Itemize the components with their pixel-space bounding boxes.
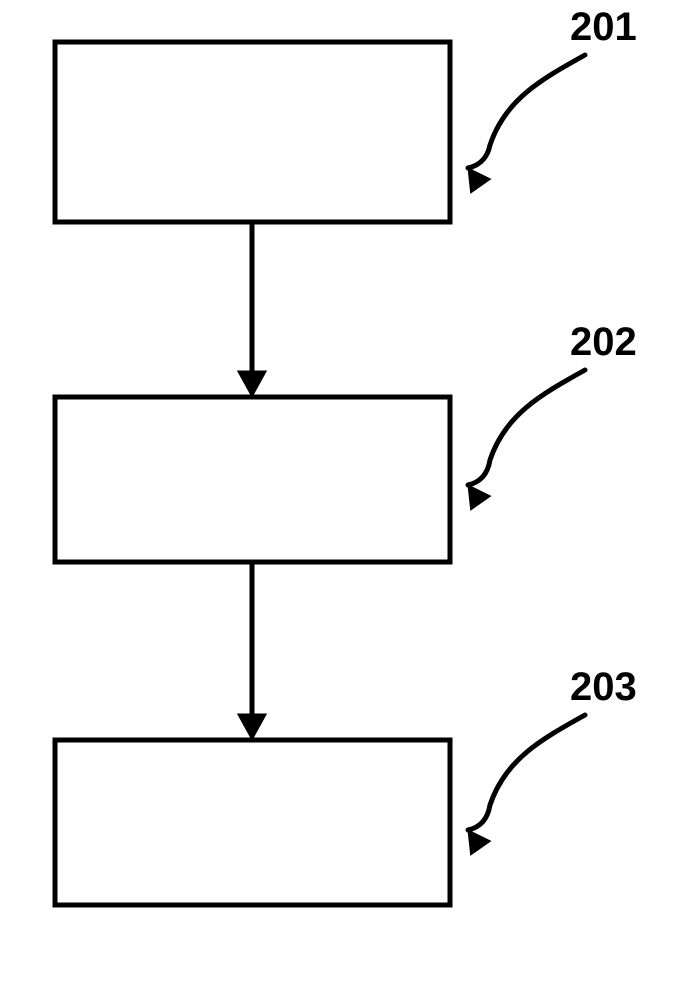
arrowhead — [468, 168, 491, 193]
arrowhead — [468, 485, 491, 510]
callout-line-2 — [468, 370, 585, 485]
arrowhead — [468, 830, 491, 855]
flow-box-1 — [55, 42, 450, 222]
flow-box-3 — [55, 740, 450, 905]
callout-label-2: 202 — [570, 320, 637, 364]
callout-label-1: 201 — [570, 5, 637, 49]
callout-line-1 — [468, 55, 585, 168]
callout-line-3 — [468, 715, 585, 830]
flow-box-2 — [55, 397, 450, 562]
arrowhead — [238, 371, 267, 397]
callout-label-3: 203 — [570, 665, 637, 709]
flowchart-diagram: 201 202 203 — [0, 0, 698, 984]
arrowhead — [238, 714, 267, 740]
